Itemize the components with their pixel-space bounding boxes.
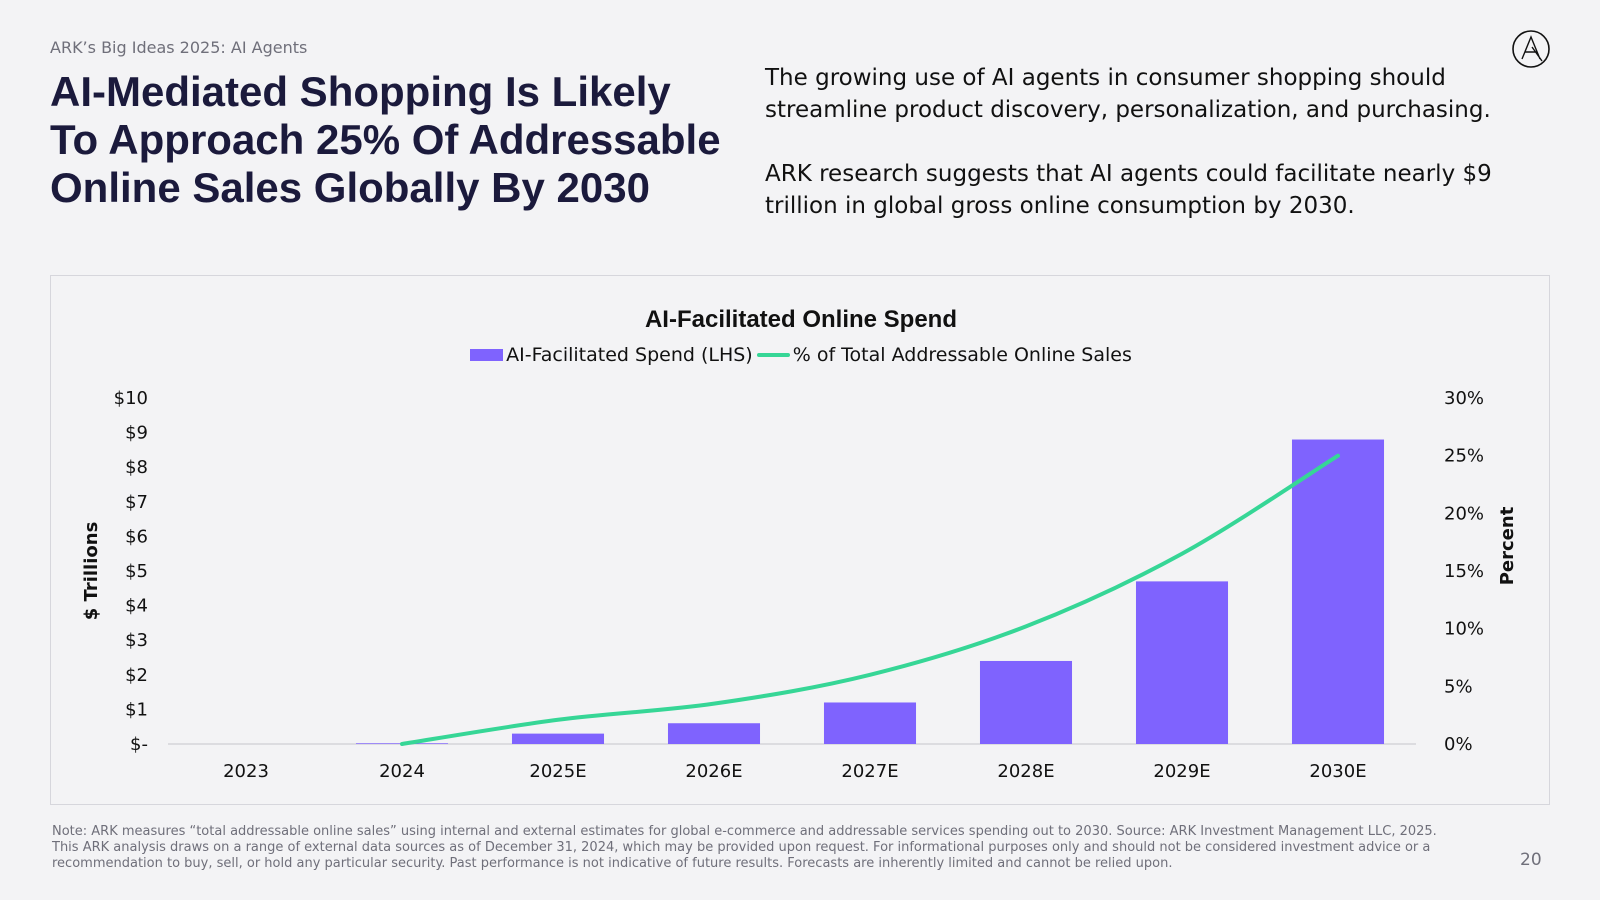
y-tick-left: $6 xyxy=(125,526,148,547)
y-tick-right: 15% xyxy=(1444,561,1484,582)
headline-line-3: Online Sales Globally By 2030 xyxy=(50,164,650,211)
x-tick-label: 2028E xyxy=(997,761,1054,782)
y-axis-title-right: Percent xyxy=(1497,506,1518,585)
ark-logo-icon xyxy=(1512,30,1550,68)
x-tick-label: 2029E xyxy=(1153,761,1210,782)
y-axis-title-left: $ Trillions xyxy=(81,522,102,621)
chart-title: AI-Facilitated Online Spend xyxy=(644,306,958,333)
x-tick-label: 2023 xyxy=(223,761,269,782)
y-tick-left: $9 xyxy=(125,423,148,444)
footnote-line-3: recommendation to buy, sell, or hold any… xyxy=(52,856,1173,871)
footnote: Note: ARK measures “total addressable on… xyxy=(52,824,1492,872)
y-tick-left: $3 xyxy=(125,630,148,651)
legend-label-percent: % of Total Addressable Online Sales xyxy=(792,344,1132,366)
legend-line-swatch xyxy=(756,353,790,357)
legend-bar-swatch xyxy=(470,349,504,361)
legend-label-spend: AI-Facilitated Spend (LHS) xyxy=(506,344,753,366)
footnote-line-2: This ARK analysis draws on a range of ex… xyxy=(52,840,1431,855)
y-tick-left: $10 xyxy=(114,388,148,409)
deck-kicker: ARK’s Big Ideas 2025: AI Agents xyxy=(50,38,308,57)
y-tick-left: $8 xyxy=(125,457,148,478)
description-paragraph-2: ARK research suggests that AI agents cou… xyxy=(765,161,1492,219)
legend-item-percent: % of Total Addressable Online Sales xyxy=(756,344,1132,366)
page-number: 20 xyxy=(1520,850,1542,870)
bar-spend xyxy=(1291,439,1385,744)
bar-spend xyxy=(979,660,1073,744)
footnote-line-1: Note: ARK measures “total addressable on… xyxy=(52,824,1437,839)
y-tick-left: $4 xyxy=(125,596,148,617)
y-tick-left: $7 xyxy=(125,492,148,513)
description-paragraph-1: The growing use of AI agents in consumer… xyxy=(765,65,1491,123)
y-tick-left: $1 xyxy=(125,699,148,720)
slide-description: The growing use of AI agents in consumer… xyxy=(765,62,1545,254)
chart-plot: $- $1 $2 $3 $4 $5 $6 $7 $8 $9 $10 0% 5% 10% 15% 20% 25% 3… xyxy=(81,388,1518,782)
y-tick-left: $- xyxy=(130,734,148,755)
y-tick-left: $2 xyxy=(125,665,148,686)
bar-spend xyxy=(667,723,761,744)
x-tick-label: 2025E xyxy=(529,761,586,782)
headline-line-1: AI-Mediated Shopping Is Likely xyxy=(50,68,671,115)
x-tick-label: 2030E xyxy=(1309,761,1366,782)
y-tick-right: 20% xyxy=(1444,503,1484,524)
y-tick-right: 30% xyxy=(1444,388,1484,409)
slide-headline: AI-Mediated Shopping Is Likely To Approa… xyxy=(50,68,790,212)
bar-spend xyxy=(511,733,605,744)
bar-spend xyxy=(1135,581,1229,744)
y-tick-left: $5 xyxy=(125,561,148,582)
x-tick-label: 2024 xyxy=(379,761,425,782)
y-tick-right: 25% xyxy=(1444,446,1484,467)
y-tick-right: 0% xyxy=(1444,734,1473,755)
y-tick-right: 5% xyxy=(1444,676,1473,697)
chart-legend: AI-Facilitated Spend (LHS) % of Total Ad… xyxy=(51,344,1551,366)
headline-line-2: To Approach 25% Of Addressable xyxy=(50,116,721,163)
y-tick-right: 10% xyxy=(1444,619,1484,640)
bar-spend xyxy=(823,702,917,744)
x-tick-label: 2027E xyxy=(841,761,898,782)
x-tick-label: 2026E xyxy=(685,761,742,782)
legend-item-spend: AI-Facilitated Spend (LHS) xyxy=(470,344,753,366)
chart-panel: AI-Facilitated Online Spend AI-Facilitat… xyxy=(50,275,1550,805)
